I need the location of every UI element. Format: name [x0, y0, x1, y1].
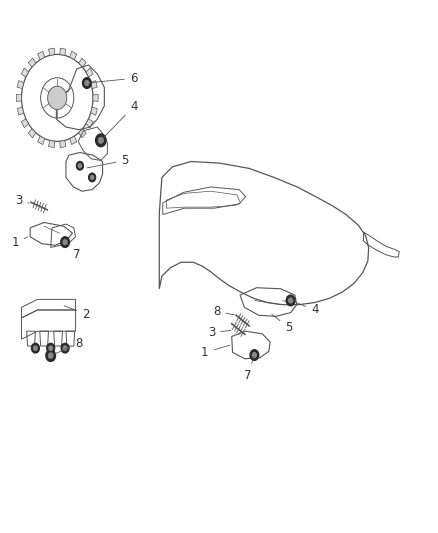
Circle shape	[85, 80, 88, 85]
Circle shape	[95, 134, 106, 147]
Circle shape	[32, 343, 39, 353]
Text: 2: 2	[64, 306, 89, 321]
Polygon shape	[86, 119, 93, 128]
Circle shape	[286, 295, 294, 306]
Polygon shape	[21, 68, 28, 77]
Polygon shape	[17, 107, 24, 115]
Circle shape	[34, 346, 37, 350]
Circle shape	[63, 240, 67, 245]
Circle shape	[250, 350, 258, 360]
Text: 7: 7	[244, 358, 253, 382]
Circle shape	[47, 86, 67, 110]
Polygon shape	[91, 80, 97, 88]
Circle shape	[46, 350, 55, 361]
Circle shape	[288, 298, 292, 303]
Polygon shape	[17, 80, 24, 88]
Polygon shape	[28, 128, 35, 138]
Circle shape	[252, 353, 256, 358]
Polygon shape	[60, 140, 66, 148]
Circle shape	[78, 164, 81, 168]
Polygon shape	[49, 140, 54, 148]
Circle shape	[63, 346, 67, 350]
Text: 6: 6	[89, 72, 137, 85]
Text: 7: 7	[67, 244, 81, 261]
Text: 5: 5	[271, 314, 292, 334]
Circle shape	[49, 346, 52, 350]
Polygon shape	[70, 136, 77, 144]
Circle shape	[82, 78, 91, 88]
Polygon shape	[91, 107, 97, 115]
Text: 3: 3	[15, 193, 29, 207]
Polygon shape	[60, 48, 66, 55]
Text: 8: 8	[212, 305, 234, 318]
Polygon shape	[21, 119, 28, 128]
Polygon shape	[93, 94, 98, 101]
Polygon shape	[28, 58, 35, 67]
Circle shape	[76, 161, 83, 170]
Text: 3: 3	[207, 326, 230, 340]
Polygon shape	[16, 94, 21, 101]
Circle shape	[61, 343, 69, 353]
Circle shape	[49, 353, 53, 358]
Polygon shape	[78, 128, 86, 138]
Text: 8: 8	[53, 337, 83, 354]
Circle shape	[88, 173, 95, 182]
Circle shape	[47, 343, 54, 353]
Polygon shape	[38, 51, 45, 60]
Polygon shape	[78, 58, 86, 67]
Circle shape	[60, 237, 69, 247]
Text: 4: 4	[293, 302, 318, 317]
Text: 4: 4	[102, 100, 137, 139]
Text: 1: 1	[11, 236, 28, 249]
Text: 5: 5	[87, 154, 128, 168]
Polygon shape	[38, 136, 45, 144]
Polygon shape	[49, 48, 54, 55]
Text: 1: 1	[201, 345, 230, 359]
Circle shape	[90, 175, 93, 179]
Polygon shape	[86, 68, 93, 77]
Polygon shape	[70, 51, 77, 60]
Circle shape	[98, 138, 103, 143]
